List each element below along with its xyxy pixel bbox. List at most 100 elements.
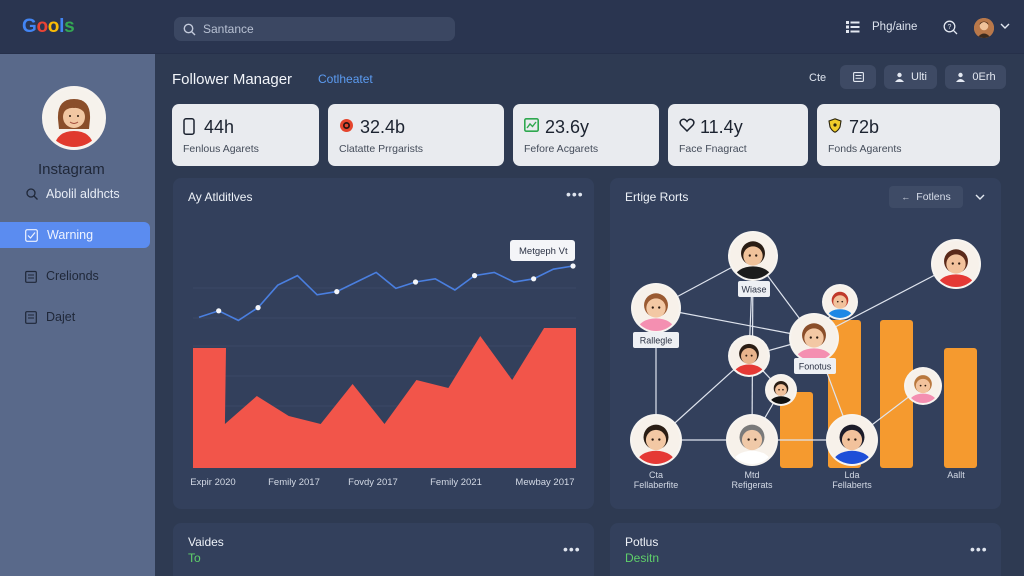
chevron-down-icon[interactable] xyxy=(975,194,985,201)
node-label-text: Wiase xyxy=(741,285,766,295)
sidebar-subtitle-text: Abolil aldhcts xyxy=(46,187,120,201)
stat-card[interactable]: 32.4b Clatatte Prrgarists xyxy=(328,104,504,166)
line-point[interactable] xyxy=(531,276,537,282)
list-menu-icon[interactable] xyxy=(846,21,860,33)
user-group-icon xyxy=(956,72,966,82)
line-point[interactable] xyxy=(471,273,478,279)
search-icon xyxy=(26,188,38,200)
stat-card[interactable]: 44h Fenlous Agarets xyxy=(172,104,319,166)
posts-panel: Potlus Desitn ••• xyxy=(610,523,1001,576)
line-point[interactable] xyxy=(412,279,419,285)
user-group-button-label: 0Erh xyxy=(972,71,996,83)
values-panel: Vaides To ••• xyxy=(173,523,594,576)
help-icon[interactable]: ? xyxy=(943,20,958,35)
profile-avatar xyxy=(42,86,106,150)
sidebar-item-label: Warning xyxy=(47,228,94,242)
stat-value: 23.6y xyxy=(545,117,590,137)
header-text[interactable]: Cte xyxy=(809,72,827,84)
list-view-button[interactable] xyxy=(840,65,876,89)
stat-label: Fonds Agarents xyxy=(828,143,902,155)
stat-value: 11.4y xyxy=(700,117,743,137)
list-icon xyxy=(852,72,864,82)
app-logo[interactable]: Gools xyxy=(22,16,75,38)
graph-node-avatar[interactable] xyxy=(822,284,858,325)
more-options-icon[interactable]: ••• xyxy=(970,541,988,557)
stat-value: 44h xyxy=(204,117,235,137)
node-label: Rallegle xyxy=(633,332,679,348)
logo-letter: G xyxy=(22,16,37,37)
chart-tooltip: Metgeph Vt xyxy=(510,240,575,261)
profile-label[interactable]: Phg/aine xyxy=(872,21,918,33)
panel-subtitle: Desitn xyxy=(625,551,660,565)
network-panel: Ertige Rorts ← Fotlens Wiase Rallegle Fono… xyxy=(610,178,1001,509)
sidebar-item-crelionds[interactable]: Crelionds xyxy=(0,263,150,289)
users-icon xyxy=(895,72,905,82)
graph-node-avatar[interactable] xyxy=(789,313,839,371)
svg-text:?: ? xyxy=(948,24,952,31)
user-group-button[interactable]: 0Erh xyxy=(945,65,1006,89)
checklist-icon xyxy=(25,228,38,242)
more-options-icon[interactable]: ••• xyxy=(563,541,581,557)
more-options-icon[interactable]: ••• xyxy=(566,186,584,202)
logo-letter: s xyxy=(64,16,75,37)
target-icon xyxy=(340,119,353,132)
chevron-down-icon[interactable] xyxy=(1000,23,1010,30)
node-label: Wiase xyxy=(738,281,770,297)
sidebar-title: Instagram xyxy=(38,161,105,178)
graph-node-avatar[interactable] xyxy=(631,283,681,341)
stat-card[interactable]: 23.6y Fefore Acgarets xyxy=(513,104,659,166)
x-tick-label: Femily 2021 xyxy=(430,477,482,488)
x-tick-label: Femily 2017 xyxy=(268,477,320,488)
x-tick-label: Expir 2020 xyxy=(190,477,235,488)
graph-node-avatar[interactable] xyxy=(728,335,770,384)
top-bar: Gools Santance Phg/aine ? xyxy=(0,0,1024,54)
sidebar-item-dajet[interactable]: Dajet xyxy=(0,304,150,330)
stat-card[interactable]: 72b Fonds Agarents xyxy=(817,104,1000,166)
line-series xyxy=(198,265,574,322)
line-point[interactable] xyxy=(255,305,261,311)
tab-cotlheatet[interactable]: Cotlheatet xyxy=(318,72,373,86)
graph-node-avatar[interactable] xyxy=(728,231,778,289)
graph-node-avatar[interactable] xyxy=(726,414,778,475)
search-icon xyxy=(183,23,196,35)
stat-label: Clatatte Prrgarists xyxy=(339,143,424,155)
line-point[interactable] xyxy=(216,308,222,314)
image-icon xyxy=(524,118,539,132)
graph-node-avatar[interactable] xyxy=(765,374,797,410)
stat-card[interactable]: 11.4y Face Fnagract xyxy=(668,104,808,166)
x-tick-label: Fovdy 2017 xyxy=(348,477,398,488)
stat-value: 32.4b xyxy=(360,117,406,137)
graph-node-avatar[interactable] xyxy=(630,414,682,475)
arrow-left-icon: ← xyxy=(901,192,911,202)
stat-label: Fenlous Agarets xyxy=(183,143,259,155)
page-title: Follower Manager xyxy=(172,71,293,88)
panel-title: Vaides xyxy=(188,535,224,549)
stat-label: Fefore Acgarets xyxy=(524,143,599,155)
node-label-text: Fonotus xyxy=(799,362,832,372)
node-caption-line2: Fellaberts xyxy=(832,480,872,490)
graph-node-avatar[interactable] xyxy=(931,239,981,297)
user-avatar[interactable] xyxy=(974,18,994,38)
x-tick-label: Mewbay 2017 xyxy=(515,477,574,488)
graph-edge xyxy=(655,307,815,339)
graph-node-avatar[interactable] xyxy=(904,367,942,411)
sidebar-subtitle[interactable]: Abolil aldhcts xyxy=(26,187,120,201)
graph-node-avatar[interactable] xyxy=(826,414,878,475)
bar xyxy=(880,320,913,468)
search-bar[interactable]: Santance xyxy=(174,17,455,41)
sidebar-item-warning[interactable]: Warning xyxy=(0,222,150,248)
node-caption-line2: Fellaberfite xyxy=(634,480,679,490)
filter-button[interactable]: ← Fotlens xyxy=(889,186,963,208)
line-point[interactable] xyxy=(334,289,340,295)
area-series xyxy=(193,328,576,468)
users-button[interactable]: Ulti xyxy=(884,65,937,89)
line-point[interactable] xyxy=(570,263,576,269)
filter-button-label: Fotlens xyxy=(916,191,951,203)
sidebar: Instagram Abolil aldhcts Warning Crelion… xyxy=(0,54,155,576)
panel-subtitle: To xyxy=(188,551,201,565)
node-label-text: Rallegle xyxy=(640,336,673,346)
bar xyxy=(944,348,977,468)
search-input[interactable]: Santance xyxy=(203,22,254,36)
panel-title: Ay Atlditlves xyxy=(188,190,253,204)
